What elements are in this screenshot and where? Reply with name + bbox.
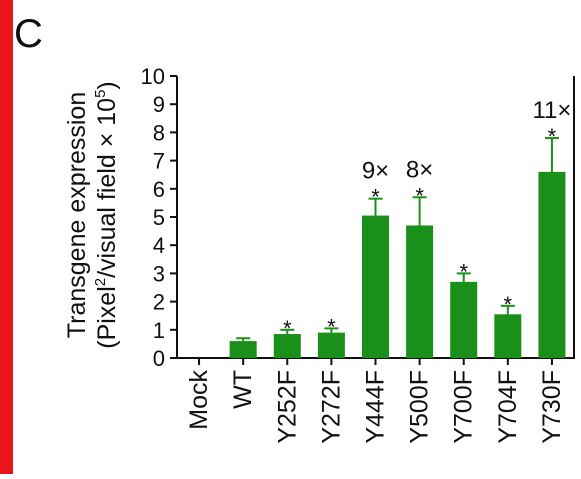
y-tick-label: 5 (153, 205, 165, 230)
y-tick-label: 8 (153, 120, 165, 145)
bar (317, 332, 345, 358)
y-tick-label: 7 (153, 149, 165, 174)
x-tick-label: Y252F (273, 370, 301, 444)
significance-star: * (548, 124, 557, 149)
x-tick-label: WT (229, 370, 257, 409)
y-tick-label: 1 (153, 318, 165, 343)
significance-star: * (371, 185, 380, 210)
significance-star: * (504, 292, 513, 317)
fold-change-label: 8× (406, 156, 433, 183)
y-axis-label-line2: (Pixel2/visual field × 105) (92, 81, 121, 349)
y-tick-label: 3 (153, 261, 165, 286)
x-tick-label: Y704F (494, 370, 522, 444)
x-tick-label: Y444F (362, 370, 390, 444)
significance-star: * (415, 183, 424, 208)
y-tick-label: 4 (153, 233, 165, 258)
y-tick-label: 2 (153, 290, 165, 315)
x-tick-label: Y272F (317, 370, 345, 444)
fold-change-label: 9× (362, 158, 389, 185)
significance-star: * (283, 316, 292, 341)
bar (538, 171, 566, 358)
y-tick-label: 6 (153, 177, 165, 202)
y-axis-label-line1: Transgene expression (63, 92, 91, 338)
y-axis-label: Transgene expression (Pixel2/visual fiel… (63, 81, 121, 349)
significance-star: * (327, 314, 336, 339)
bar (450, 281, 478, 358)
y-tick-label: 9 (153, 92, 165, 117)
fold-change-label: 11× (532, 97, 571, 124)
x-tick-label: Y500F (406, 370, 434, 444)
x-tick-label: Mock (185, 370, 213, 430)
red-accent-bar (0, 0, 13, 474)
significance-star: * (459, 259, 468, 284)
bar (406, 225, 434, 358)
panel-label: C (14, 12, 43, 56)
y-tick-label: 10 (141, 64, 165, 89)
y-tick-label: 0 (153, 346, 165, 371)
bar (273, 334, 301, 358)
bar (494, 314, 522, 358)
x-tick-label: Y700F (450, 370, 478, 444)
x-tick-label: Y730F (538, 370, 566, 444)
bar (229, 341, 257, 358)
bar (362, 215, 389, 358)
